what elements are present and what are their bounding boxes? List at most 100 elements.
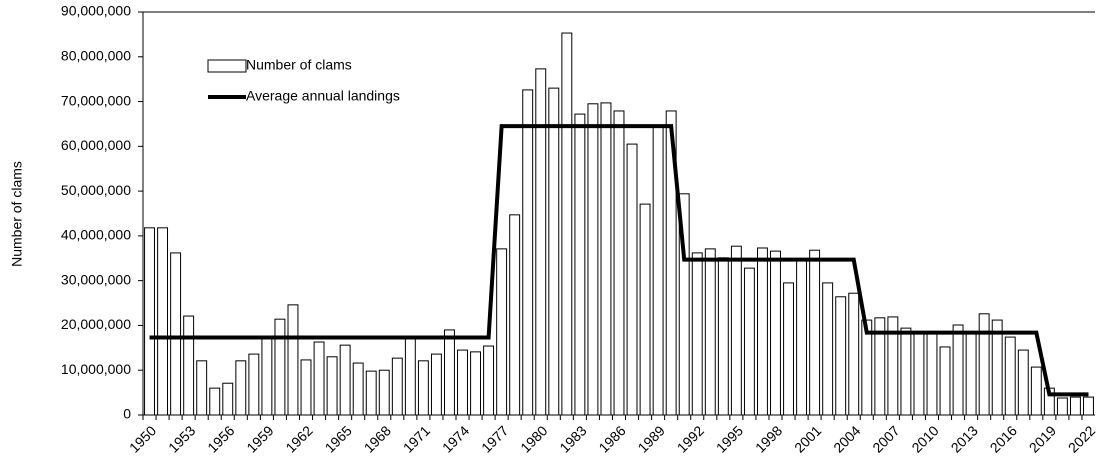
- bar: [300, 359, 312, 416]
- bar: [587, 103, 599, 416]
- bar: [509, 214, 521, 416]
- x-tick-label: 1971: [400, 422, 433, 455]
- bar: [1069, 396, 1081, 416]
- x-tick-label: 2007: [869, 422, 902, 455]
- y-tick-label: 70,000,000: [61, 92, 131, 108]
- bar: [430, 353, 442, 416]
- bar: [196, 360, 208, 416]
- x-tick-label: 1992: [674, 422, 707, 455]
- bar: [496, 248, 508, 416]
- bar: [313, 341, 325, 416]
- bar: [391, 357, 403, 416]
- x-tick-label: 2022: [1065, 422, 1096, 455]
- x-tick-label: 1998: [752, 422, 785, 455]
- bar: [144, 227, 155, 416]
- x-tick-label: 1959: [243, 422, 276, 455]
- bar: [978, 313, 990, 416]
- x-tick-label: 1995: [713, 422, 746, 455]
- x-tick-label: 1965: [322, 422, 355, 455]
- bar: [809, 249, 821, 416]
- bar: [1083, 396, 1094, 416]
- bar: [926, 332, 938, 416]
- y-tick-label: 10,000,000: [61, 361, 131, 377]
- bar: [209, 387, 221, 416]
- y-axis-label: Number of clams: [9, 161, 25, 267]
- bar: [783, 282, 794, 416]
- bar: [378, 369, 390, 416]
- bar: [274, 318, 286, 416]
- bar: [548, 87, 560, 416]
- bar: [626, 143, 638, 416]
- bar: [157, 227, 169, 416]
- bar: [835, 296, 847, 416]
- bar: [639, 203, 651, 416]
- bar: [796, 260, 808, 416]
- x-tick-label: 1962: [282, 422, 315, 455]
- bar: [574, 113, 586, 416]
- bar: [444, 329, 455, 416]
- x-tick-label: 1968: [361, 422, 394, 455]
- bar: [235, 360, 247, 416]
- y-tick-label: 60,000,000: [61, 137, 131, 153]
- x-tick-label: 1953: [165, 422, 198, 455]
- x-tick-label: 1989: [635, 422, 668, 455]
- x-tick-label: 1983: [556, 422, 589, 455]
- x-tick-label: 1986: [595, 422, 628, 455]
- bar: [1030, 366, 1042, 416]
- bar: [913, 331, 925, 416]
- bar: [743, 267, 755, 416]
- bar: [261, 338, 273, 416]
- bar: [248, 353, 260, 416]
- y-tick-label: 40,000,000: [61, 227, 131, 243]
- y-tick-label: 80,000,000: [61, 47, 131, 63]
- bar: [600, 102, 612, 416]
- legend-swatch: [207, 59, 247, 73]
- bar: [339, 344, 351, 416]
- bar: [652, 125, 664, 416]
- bar: [287, 304, 299, 416]
- bar: [470, 351, 482, 416]
- bar: [822, 282, 834, 416]
- y-tick-label: 50,000,000: [61, 182, 131, 198]
- bar: [535, 68, 547, 416]
- bar: [939, 346, 951, 416]
- x-tick-label: 1956: [204, 422, 237, 455]
- bar: [352, 362, 364, 416]
- y-tick-label: 30,000,000: [61, 271, 131, 287]
- x-tick-label: 2004: [830, 422, 863, 455]
- x-tick-label: 2013: [948, 422, 981, 455]
- legend-label: Number of clams: [246, 57, 352, 73]
- bar: [1004, 336, 1016, 416]
- bar: [417, 360, 429, 416]
- bar: [404, 338, 416, 416]
- bar: [756, 247, 768, 416]
- bar: [730, 245, 742, 416]
- bar: [561, 32, 573, 416]
- x-tick-label: 1950: [126, 422, 159, 455]
- bar: [691, 252, 703, 416]
- line: [149, 124, 1089, 397]
- bar: [965, 333, 977, 416]
- bar: [952, 324, 964, 416]
- bar: [704, 248, 716, 416]
- bar: [222, 382, 234, 416]
- x-tick-label: 2019: [1026, 422, 1059, 455]
- x-tick-label: 1974: [439, 422, 472, 455]
- y-tick-label: 90,000,000: [61, 3, 131, 19]
- bar: [483, 345, 495, 416]
- bar: [1017, 349, 1029, 416]
- bar: [183, 315, 195, 416]
- y-tick-label: 0: [123, 406, 131, 422]
- y-tick-label: 20,000,000: [61, 316, 131, 332]
- bar: [457, 349, 468, 416]
- bar: [1056, 397, 1068, 416]
- bar: [770, 250, 781, 416]
- bar: [900, 327, 912, 416]
- x-tick-label: 2016: [987, 422, 1020, 455]
- bar: [170, 252, 182, 416]
- legend-label: Average annual landings: [246, 88, 400, 104]
- bar: [326, 356, 338, 416]
- x-tick-label: 1980: [517, 422, 550, 455]
